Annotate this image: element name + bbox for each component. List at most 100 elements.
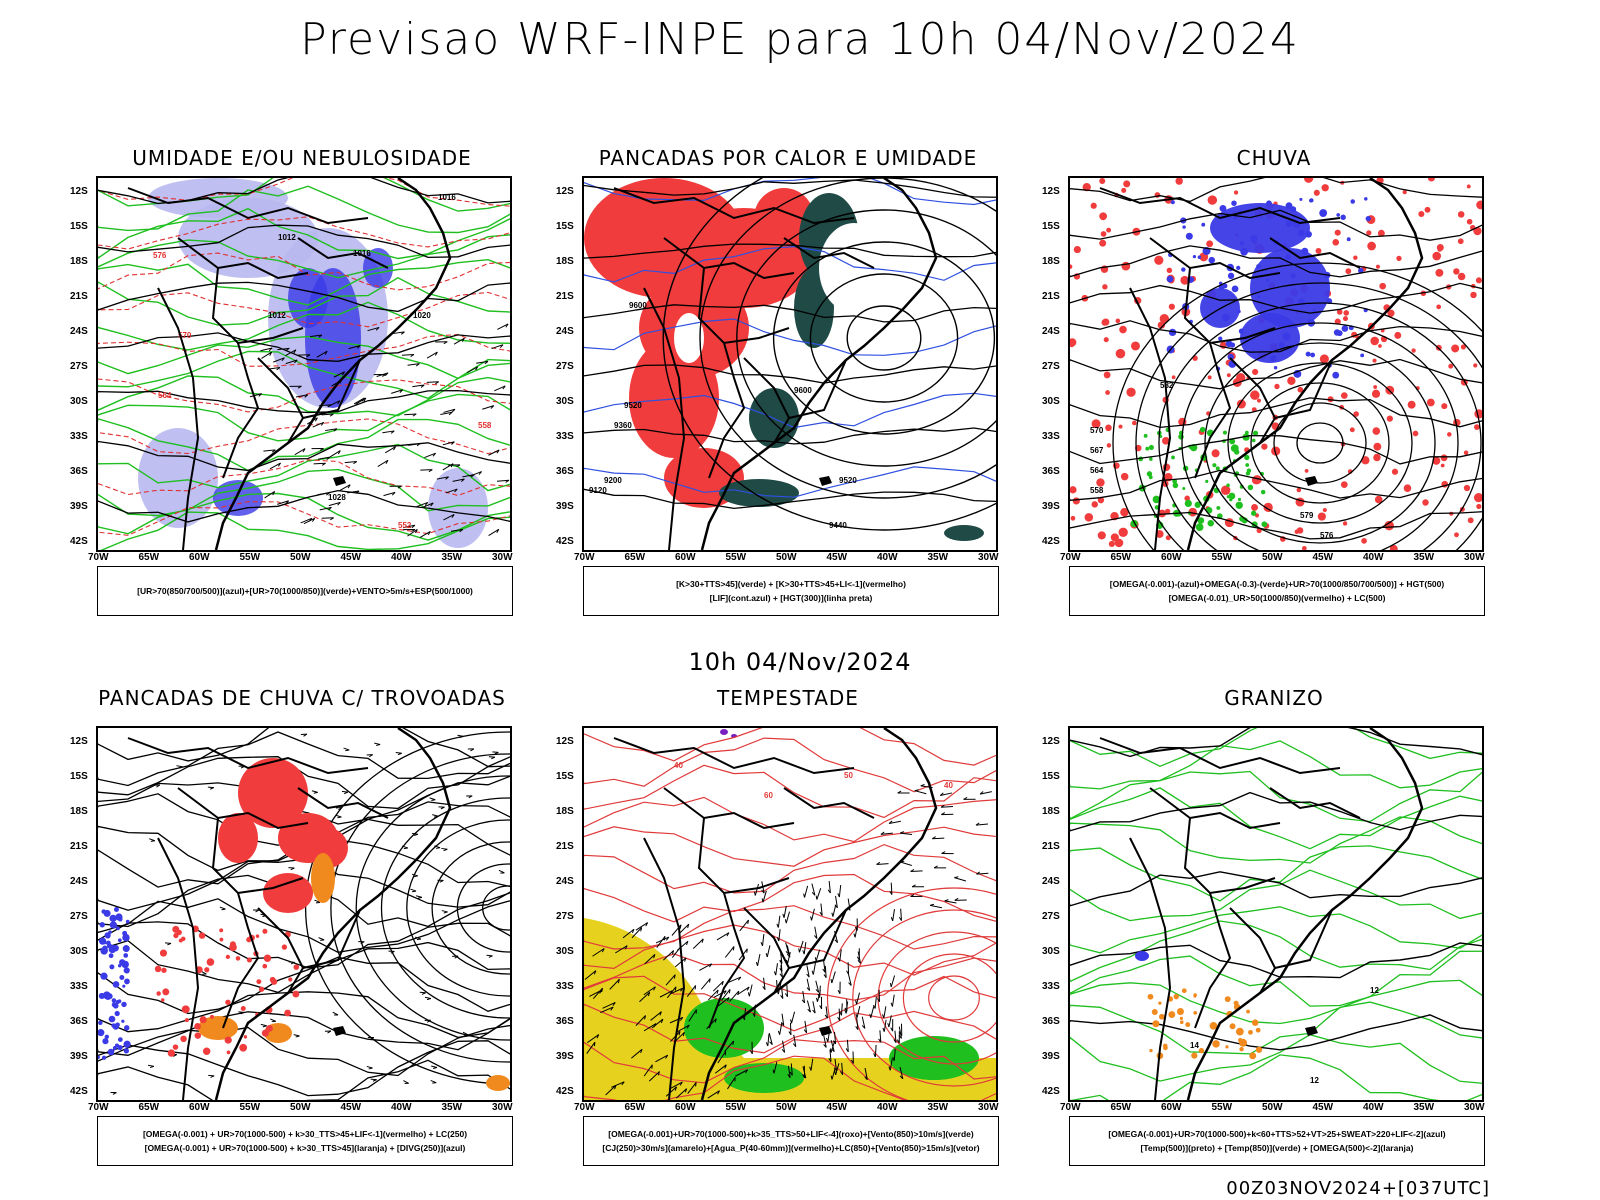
rain-blue-dots-dot xyxy=(1360,353,1365,358)
wind-arrow-head xyxy=(784,993,788,998)
wind-arrow-head xyxy=(285,347,290,352)
lat-tick-label: 15S xyxy=(70,221,88,232)
wind-arrow xyxy=(269,462,281,470)
wind-arrow-head xyxy=(837,1016,841,1021)
divergence-blue-dot xyxy=(116,926,120,931)
lat-tick-label: 39S xyxy=(70,1051,88,1062)
thunder-red-dots-dot xyxy=(172,1044,179,1050)
rain-green-dot xyxy=(1199,426,1206,433)
contour-label: 9520 xyxy=(624,401,642,410)
rain-red-dot xyxy=(1319,354,1329,364)
wind-arrow-head xyxy=(375,327,380,331)
wind-arrow-head xyxy=(896,1039,900,1044)
wind-arrow xyxy=(835,895,838,908)
lat-tick-label: 15S xyxy=(556,221,574,232)
wind-arrow xyxy=(825,1006,828,1019)
wind-850-vectors xyxy=(742,881,904,1081)
temp850-green-line xyxy=(1070,770,1482,823)
rain-green-dot xyxy=(1251,438,1256,443)
lat-tick-label: 33S xyxy=(70,981,88,992)
rain-red-dot xyxy=(1168,303,1175,310)
omega500-orange-dot xyxy=(1249,1052,1257,1060)
divergence-blue-dot xyxy=(102,991,111,1000)
rain-green-dot xyxy=(1195,523,1204,532)
wind-arrow xyxy=(717,996,730,1007)
wind-arrow xyxy=(735,1069,748,1077)
rain-red-dot xyxy=(1301,546,1307,550)
wind-arrow xyxy=(846,1039,849,1052)
thunder-red-dots-dot xyxy=(173,932,179,939)
divergence-blue-dot xyxy=(122,933,130,942)
map-pancadas-calor: 9600 9520 9440 9600 9520 9360 9200 9120 xyxy=(582,176,998,552)
wind-arrow-head xyxy=(780,1022,785,1026)
rain-red-dot xyxy=(1440,454,1448,462)
wind-arrow-head xyxy=(255,909,260,913)
thunder-red-dots-dot xyxy=(162,988,170,996)
temp500-black-line xyxy=(1070,942,1482,979)
lat-tick-label: 33S xyxy=(1042,981,1060,992)
divergence-blue-dot xyxy=(109,914,117,922)
rain-green-dot xyxy=(1247,484,1254,491)
wind-arrow-head xyxy=(294,359,298,364)
omega500-orange-dot xyxy=(1147,993,1154,1000)
temp850-green-line xyxy=(1070,845,1482,902)
rain-green-dot xyxy=(1260,489,1266,495)
rain-red-dot xyxy=(1070,515,1076,521)
wind-arrow-head xyxy=(461,337,465,342)
wind-arrow-head xyxy=(728,989,731,994)
country-border xyxy=(613,187,855,225)
wind-arrow-head xyxy=(954,876,959,879)
wind-arrow xyxy=(348,345,361,350)
rain-green-dot xyxy=(1172,482,1179,489)
wind-arrow xyxy=(319,506,332,511)
wind-arrow xyxy=(815,980,820,993)
wind-arrow xyxy=(900,861,912,866)
thunder-red-dots-dot xyxy=(198,932,206,939)
wind-arrow-head xyxy=(664,936,666,941)
wind-arrow-head xyxy=(328,507,332,511)
wind-arrow-head xyxy=(810,916,813,921)
panel-title-trovoadas: PANCADAS DE CHUVA C/ TROVOADAS xyxy=(98,686,506,710)
divergence-blue-dot xyxy=(121,960,129,969)
rain-red-dot xyxy=(1473,363,1478,368)
divergence-blue-dot xyxy=(115,999,120,1004)
wind-arrow xyxy=(655,1054,668,1063)
lat-tick-label: 15S xyxy=(1042,221,1060,232)
lon-tick-label: 55W xyxy=(239,1102,261,1113)
hgt500-rings-ring xyxy=(1158,302,1482,550)
lat-tick-label: 30S xyxy=(556,396,574,407)
wind-arrow xyxy=(328,400,341,407)
omega500-orange-dot xyxy=(1176,1008,1184,1016)
rain-green-dot xyxy=(1242,433,1250,441)
lon-tick-label: 30W xyxy=(1464,552,1485,563)
wind-arrow-head xyxy=(792,1043,797,1047)
wind-arrow-head xyxy=(920,784,925,787)
country-border xyxy=(1129,287,1172,550)
wind-arrow-head xyxy=(337,400,341,405)
wind-arrow xyxy=(856,1017,859,1030)
wind-arrow xyxy=(476,360,489,364)
rain-red-dot xyxy=(1084,513,1094,522)
wind-arrow-head xyxy=(413,875,418,878)
wind-arrow-head xyxy=(716,989,719,994)
lifted-index-line xyxy=(584,318,996,356)
rain-blue-dots-dot xyxy=(1227,272,1235,280)
wind-arrow xyxy=(442,441,455,446)
divergence-blue-dot xyxy=(121,1001,127,1008)
rain-blue-dots-dot xyxy=(1285,202,1293,210)
rain-red-dot xyxy=(1402,189,1407,195)
rain-red-dot xyxy=(1120,507,1129,517)
country-border xyxy=(743,357,791,444)
omega500-orange-dot xyxy=(1255,1046,1263,1053)
lon-tick-label: 65W xyxy=(1110,552,1132,563)
rain-red-dot xyxy=(1432,456,1441,465)
lat-tick-label: 30S xyxy=(70,946,88,957)
contour-label: 60 xyxy=(764,791,773,800)
wind-arrow-head xyxy=(434,815,439,818)
temp850-green-line xyxy=(1070,816,1482,864)
wind-arrow-head xyxy=(834,1070,837,1075)
contour-label: 570 xyxy=(1090,426,1104,435)
lat-tick-label: 27S xyxy=(70,361,88,372)
wind-arrow xyxy=(727,1077,736,1090)
